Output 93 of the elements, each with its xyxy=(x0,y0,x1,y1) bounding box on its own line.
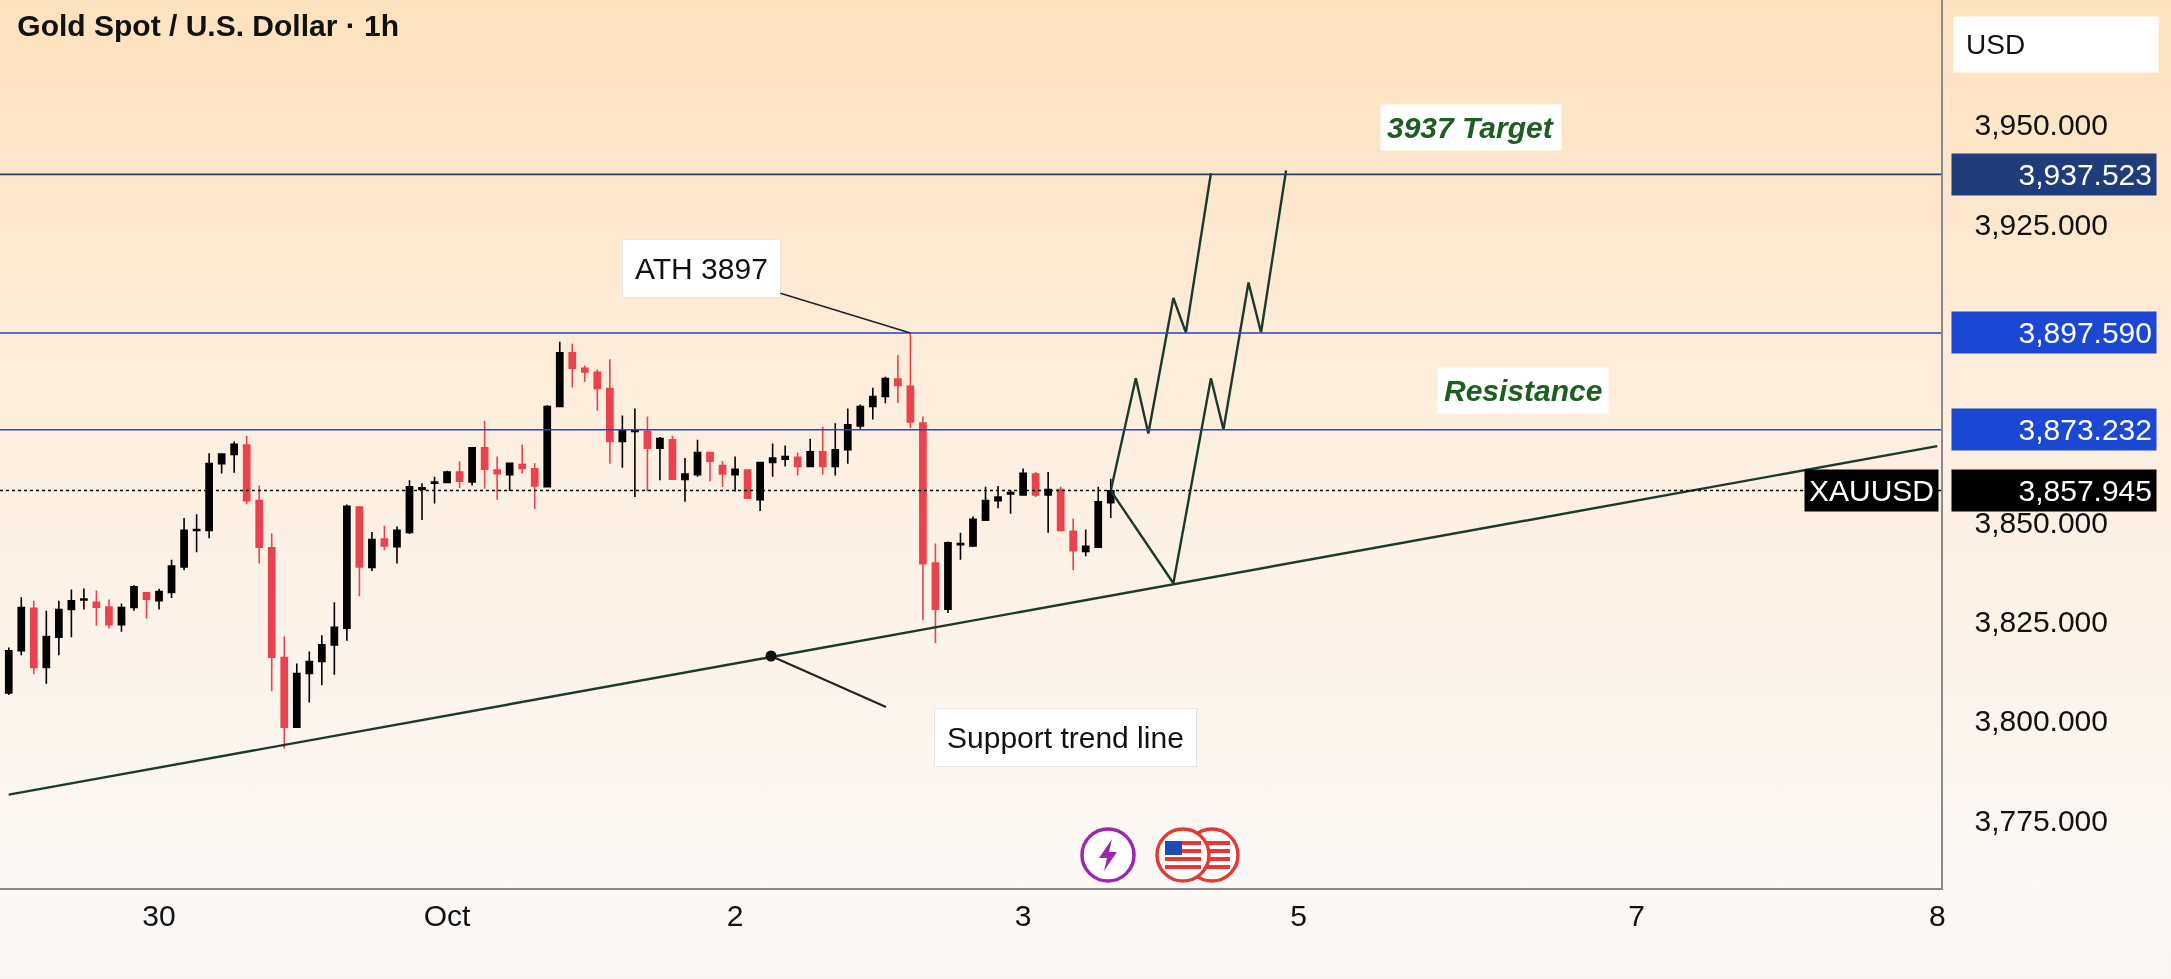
candlestick xyxy=(568,342,577,389)
candlestick xyxy=(17,596,26,656)
candlestick xyxy=(343,503,351,642)
candlestick xyxy=(555,340,564,409)
candlestick xyxy=(80,587,88,611)
candlestick xyxy=(292,662,301,729)
x-tick-label: 5 xyxy=(1290,898,1307,932)
y-tick-label: 3,775.000 xyxy=(1974,803,2108,837)
candlestick xyxy=(656,436,664,482)
text: USD xyxy=(1966,29,2026,60)
candlestick xyxy=(142,591,151,620)
candlestick xyxy=(793,451,802,477)
chart-title: Gold Spot / U.S. Dollar · 1h xyxy=(17,8,400,42)
candlestick xyxy=(42,609,51,685)
candlestick xyxy=(518,443,527,475)
candlestick xyxy=(706,451,714,482)
candlestick xyxy=(180,517,188,571)
candlestick xyxy=(1069,517,1078,571)
candlestick xyxy=(305,650,314,704)
candlestick xyxy=(230,440,239,474)
ref-line-label: 3,857.945 xyxy=(2018,474,2152,507)
candlestick xyxy=(605,358,614,465)
candlestick xyxy=(167,559,176,599)
candlestick xyxy=(919,415,927,622)
x-tick-label: 30 xyxy=(142,898,176,932)
candlestick xyxy=(781,444,790,468)
candlestick xyxy=(831,422,840,477)
x-tick-label: 7 xyxy=(1628,898,1646,932)
candlestick xyxy=(956,532,965,561)
candlestick xyxy=(54,599,63,656)
candlestick xyxy=(881,375,890,405)
annotation: Resistance xyxy=(1444,374,1603,407)
candlestick xyxy=(580,364,589,383)
candlestick xyxy=(468,446,476,487)
candlestick xyxy=(668,435,677,480)
candlestick xyxy=(1081,528,1090,558)
candlestick xyxy=(130,584,138,612)
candlestick xyxy=(906,332,915,429)
candlestick xyxy=(806,437,815,468)
annotation: XAUUSD xyxy=(1809,474,1935,507)
candlestick xyxy=(330,601,339,676)
y-tick-label: 3,800.000 xyxy=(1974,704,2108,738)
candlestick xyxy=(1056,485,1065,533)
ref-line-label: 3,873.232 xyxy=(2018,413,2152,446)
candlestick xyxy=(92,589,101,627)
y-tick-label: 3,850.000 xyxy=(1974,505,2108,539)
candlestick xyxy=(380,524,389,552)
candlestick xyxy=(530,462,539,510)
candlestick xyxy=(593,368,602,412)
candlestick xyxy=(768,442,777,478)
candlestick xyxy=(455,460,464,489)
x-tick-label: 2 xyxy=(726,898,744,932)
candlestick xyxy=(718,460,727,488)
candlestick xyxy=(255,484,264,565)
candlestick xyxy=(29,599,38,676)
candlestick xyxy=(856,403,865,430)
candlestick xyxy=(317,634,326,687)
candlestick xyxy=(393,525,401,565)
candlestick xyxy=(944,540,952,614)
candlestick xyxy=(818,425,827,476)
candlestick xyxy=(67,588,76,639)
annotation: 3937 Target xyxy=(1387,111,1555,144)
candlestick xyxy=(969,515,977,548)
ref-line-label: 3,937.523 xyxy=(2018,158,2152,191)
annotation: ATH 3897 xyxy=(635,252,768,285)
candlestick xyxy=(155,588,163,611)
x-tick-label: Oct xyxy=(423,898,472,932)
candlestick xyxy=(543,404,552,489)
candlestick xyxy=(280,635,289,750)
candlestick xyxy=(931,542,940,645)
candlestick xyxy=(843,407,852,465)
candlestick xyxy=(368,531,376,572)
candlestick xyxy=(105,598,113,630)
candlestick xyxy=(894,354,902,404)
candlestick xyxy=(192,513,201,554)
x-tick-label: 3 xyxy=(1014,898,1032,932)
y-tick-label: 3,950.000 xyxy=(1974,108,2108,142)
candlestick xyxy=(480,419,489,490)
candlestick xyxy=(443,470,451,484)
candlestick xyxy=(868,386,877,421)
candlestick xyxy=(643,415,652,493)
y-tick-label: 3,825.000 xyxy=(1974,604,2108,638)
x-tick-label: 8 xyxy=(1928,898,1946,932)
y-tick-label: 3,925.000 xyxy=(1974,207,2108,241)
candlestick xyxy=(4,646,13,696)
candlestick xyxy=(355,505,364,598)
ref-line-label: 3,897.590 xyxy=(2018,316,2152,349)
candlestick xyxy=(242,435,251,505)
annotation: Support trend line xyxy=(947,721,1184,754)
candlestick xyxy=(493,455,502,501)
candlestick xyxy=(693,439,702,478)
candlestick xyxy=(267,532,276,693)
candlestick xyxy=(217,453,226,475)
